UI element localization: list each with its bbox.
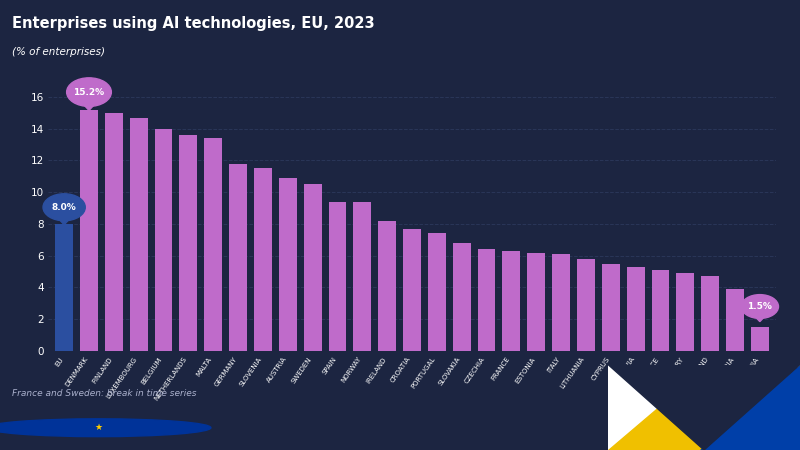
Circle shape	[66, 78, 111, 106]
Bar	[204, 138, 222, 351]
Bar	[702, 276, 719, 351]
Bar	[453, 243, 470, 351]
Bar	[577, 259, 595, 351]
Bar	[403, 229, 421, 351]
Text: ★: ★	[94, 423, 102, 432]
Bar	[478, 249, 495, 351]
Bar	[676, 273, 694, 351]
Bar	[105, 113, 122, 351]
Bar	[651, 270, 670, 351]
Bar	[254, 168, 272, 351]
Bar	[229, 164, 247, 351]
Bar	[626, 267, 645, 351]
Bar	[378, 221, 396, 351]
Polygon shape	[60, 220, 69, 225]
Bar	[527, 252, 545, 351]
Bar	[552, 254, 570, 351]
Text: (% of enterprises): (% of enterprises)	[12, 47, 105, 57]
Text: France and Sweden: break in time series: France and Sweden: break in time series	[12, 389, 197, 398]
Text: 15.2%: 15.2%	[74, 88, 105, 97]
Bar	[179, 135, 198, 351]
Bar	[130, 117, 148, 351]
Bar	[354, 202, 371, 351]
Circle shape	[0, 419, 211, 436]
Bar	[154, 129, 173, 351]
Bar	[428, 234, 446, 351]
Polygon shape	[608, 364, 800, 450]
Polygon shape	[700, 364, 800, 450]
Text: 8.0%: 8.0%	[52, 203, 77, 212]
Circle shape	[742, 295, 778, 319]
Bar	[279, 178, 297, 351]
Text: eurostat: eurostat	[16, 421, 79, 434]
Text: 1.5%: 1.5%	[747, 302, 772, 311]
Bar	[55, 224, 73, 351]
Circle shape	[43, 194, 86, 221]
Bar	[751, 327, 769, 351]
Bar	[80, 110, 98, 351]
Polygon shape	[608, 364, 708, 450]
Bar	[304, 184, 322, 351]
Polygon shape	[756, 318, 763, 322]
Text: Enterprises using AI technologies, EU, 2023: Enterprises using AI technologies, EU, 2…	[12, 16, 374, 31]
Polygon shape	[608, 364, 800, 450]
Bar	[329, 202, 346, 351]
Bar	[726, 289, 744, 351]
Bar	[502, 251, 520, 351]
Bar	[602, 264, 620, 351]
Polygon shape	[85, 106, 94, 110]
